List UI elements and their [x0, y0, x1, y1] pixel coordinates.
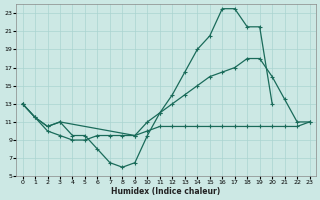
X-axis label: Humidex (Indice chaleur): Humidex (Indice chaleur): [111, 187, 221, 196]
